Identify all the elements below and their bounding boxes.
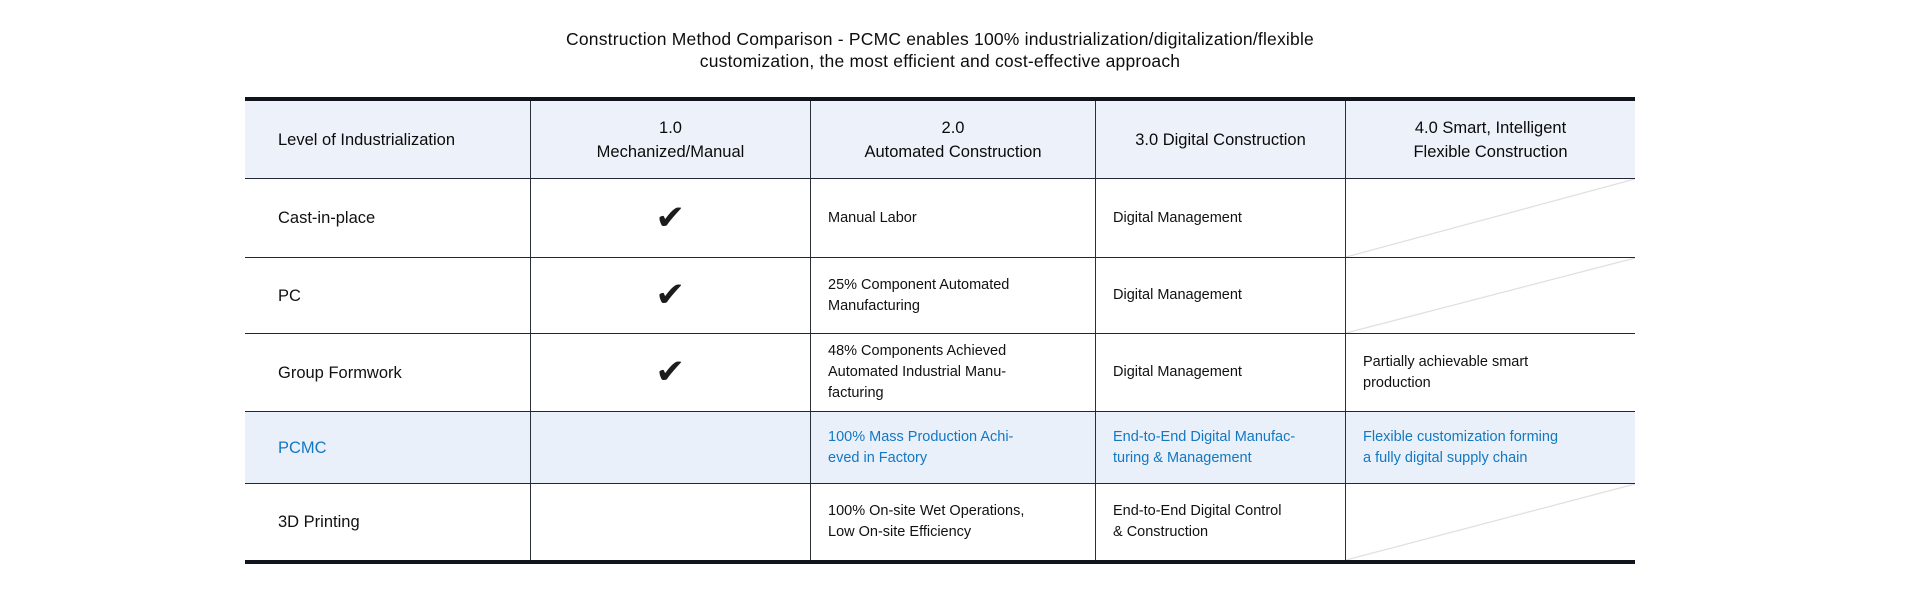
method-name: PC <box>278 286 301 305</box>
digital-cell: End-to-End Digital Manufac- turing & Man… <box>1095 412 1345 483</box>
table-header-row: Level of Industrialization 1.0 Mechanize… <box>245 101 1635 178</box>
diagonal-line <box>1345 258 1635 333</box>
mechanized-cell: ✔ <box>530 258 810 333</box>
smart-cell: Partially achievable smart production <box>1345 334 1635 411</box>
table-row-3d-printing: 3D Printing 100% On-site Wet Operations,… <box>245 483 1635 560</box>
header-3-0-digital-construction: 3.0 Digital Construction <box>1095 101 1345 178</box>
automated-cell: 100% On-site Wet Operations, Low On-site… <box>810 484 1095 560</box>
method-name: PCMC <box>278 438 327 457</box>
mechanized-cell <box>530 484 810 560</box>
method-name: Group Formwork <box>278 363 402 382</box>
slide-title: Construction Method Comparison - PCMC en… <box>245 28 1635 72</box>
automated-cell: Manual Labor <box>810 179 1095 257</box>
title-line-2: customization, the most efficient and co… <box>699 51 1181 71</box>
mechanized-cell <box>530 412 810 483</box>
method-name: Cast-in-place <box>278 209 376 227</box>
automated-cell: 48% Components Achieved Automated Indust… <box>810 334 1095 411</box>
table-row-pcmc: PCMC 100% Mass Production Achi- eved in … <box>245 411 1635 483</box>
digital-cell: Digital Management <box>1095 179 1345 257</box>
digital-cell: Digital Management <box>1095 334 1345 411</box>
header-1-0-mechanized-manual: 1.0 Mechanized/Manual <box>530 101 810 178</box>
mechanized-cell: ✔ <box>530 179 810 257</box>
comparison-table: Level of Industrialization 1.0 Mechanize… <box>245 97 1635 564</box>
title-line-1: Construction Method Comparison - PCMC en… <box>566 29 1314 49</box>
method-name: 3D Printing <box>278 513 360 531</box>
diagonal-line <box>1345 179 1635 257</box>
check-icon: ✔ <box>655 197 686 238</box>
smart-cell: Flexible customization forming a fully d… <box>1345 412 1635 483</box>
automated-cell: 100% Mass Production Achi- eved in Facto… <box>810 412 1095 483</box>
mechanized-cell: ✔ <box>530 334 810 411</box>
header-2-0-automated-construction: 2.0 Automated Construction <box>810 101 1095 178</box>
table-row-cast-in-place: Cast-in-place ✔ Manual Labor Digital Man… <box>245 178 1635 257</box>
check-icon: ✔ <box>655 275 686 315</box>
diagonal-line <box>1345 484 1635 560</box>
check-icon: ✔ <box>655 352 686 392</box>
header-4-0-smart-flexible-construction: 4.0 Smart, Intelligent Flexible Construc… <box>1345 101 1635 178</box>
table-row-pc: PC ✔ 25% Component Automated Manufacturi… <box>245 257 1635 333</box>
digital-cell: Digital Management <box>1095 258 1345 333</box>
digital-cell: End-to-End Digital Control & Constructio… <box>1095 484 1345 560</box>
automated-cell: 25% Component Automated Manufacturing <box>810 258 1095 333</box>
header-level-of-industrialization: Level of Industrialization <box>278 130 456 149</box>
table-row-group-formwork: Group Formwork ✔ 48% Components Achieved… <box>245 333 1635 411</box>
